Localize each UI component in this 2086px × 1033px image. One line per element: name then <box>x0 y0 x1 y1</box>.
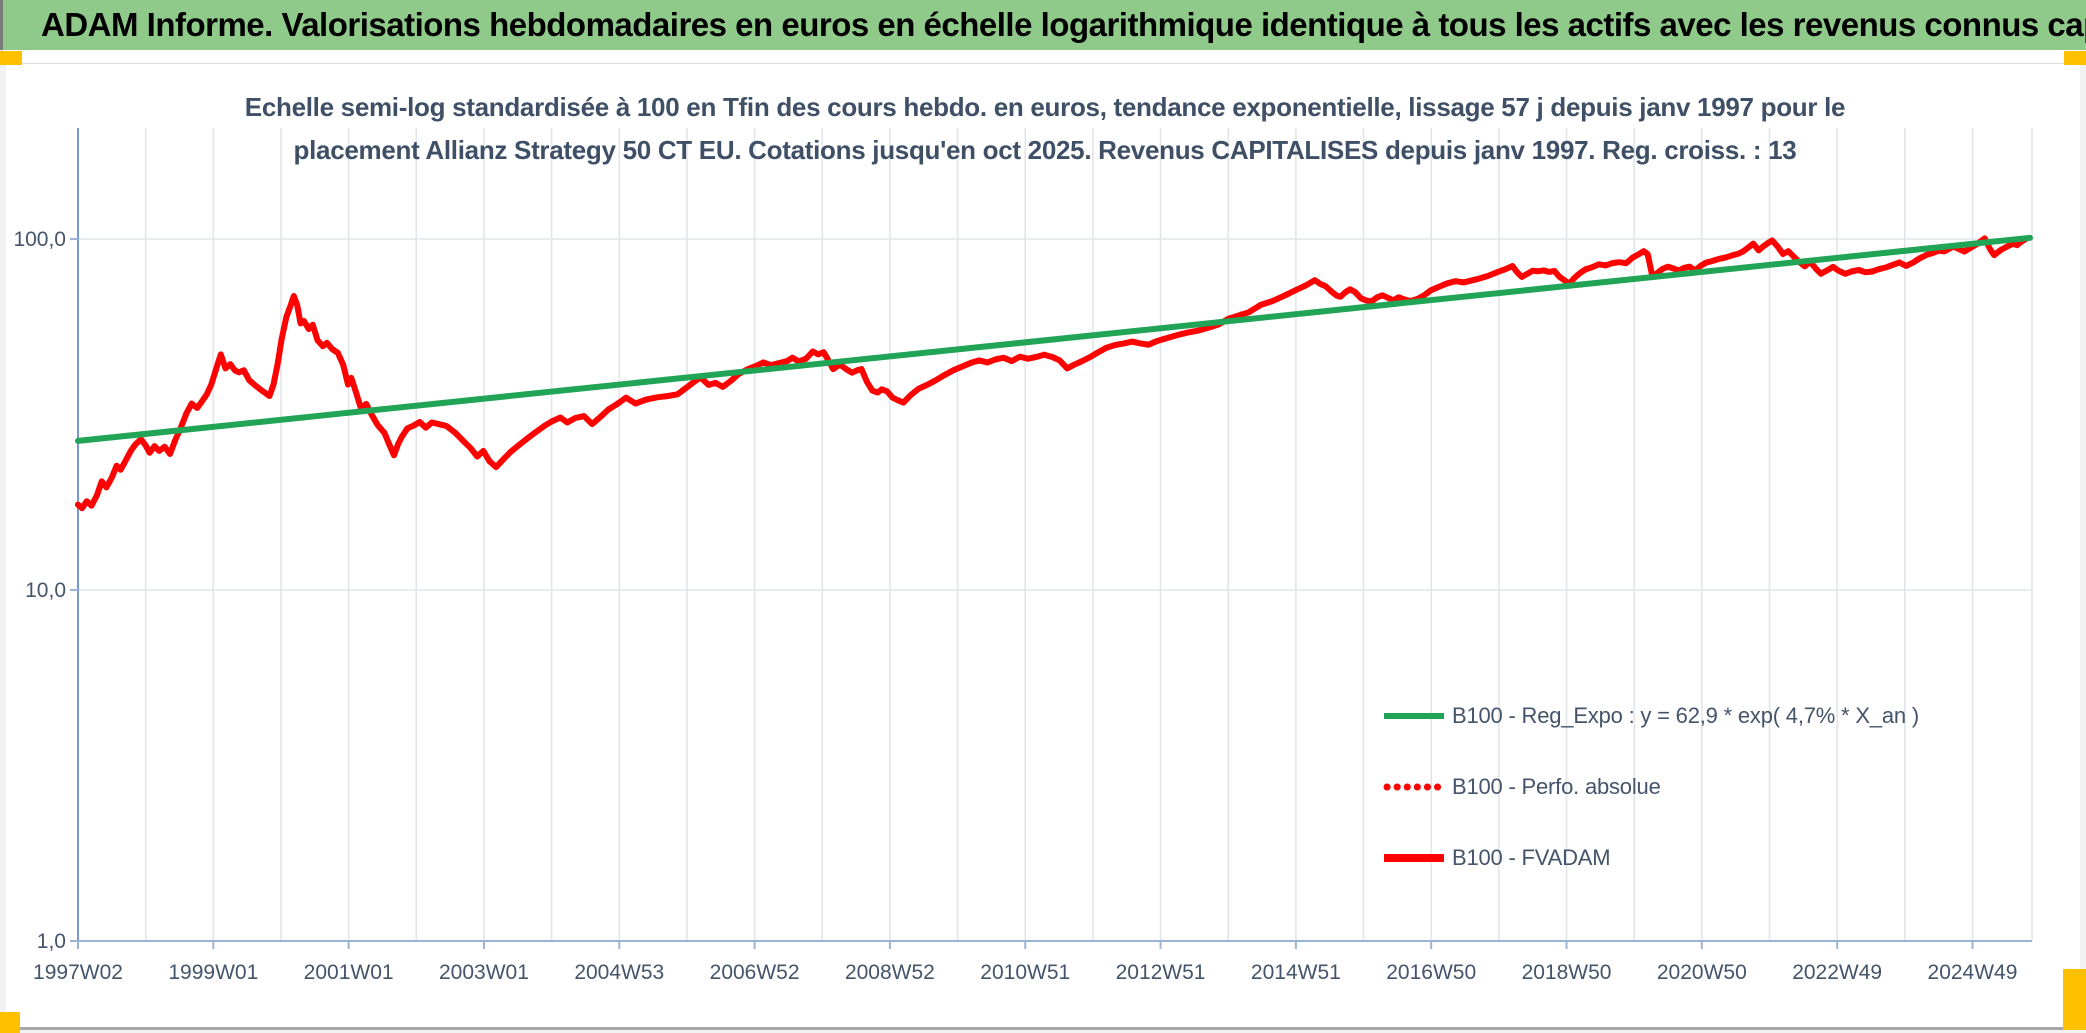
x-tick-label: 2004W53 <box>574 961 664 984</box>
x-tick-label: 2012W51 <box>1116 961 1206 984</box>
chart-title-line1: Echelle semi-log standardisée à 100 en T… <box>244 92 1846 122</box>
y-tick-label: 10,0 <box>25 579 66 602</box>
x-tick-label: 2014W51 <box>1251 961 1341 984</box>
legend-item-fvadam: B100 - FVADAM <box>1382 836 1919 880</box>
y-tick-label: 1,0 <box>37 930 66 953</box>
legend-marker-dotted-red-line <box>1383 783 1446 791</box>
x-tick-label: 2022W49 <box>1792 961 1882 984</box>
x-tick-label: 2010W51 <box>980 961 1070 984</box>
x-tick-label: 2016W50 <box>1386 961 1476 984</box>
series-reg_expo <box>75 234 2033 444</box>
legend-label: B100 - Reg_Expo : y = 62,9 * exp( 4,7% *… <box>1452 703 1919 728</box>
legend-label: B100 - FVADAM <box>1452 845 1611 870</box>
content-panel <box>6 50 2080 1030</box>
legend-item-reg-expo: B100 - Reg_Expo : y = 62,9 * exp( 4,7% *… <box>1382 694 1919 738</box>
x-tick-label: 2024W49 <box>1928 961 2018 984</box>
legend-label: B100 - Perfo. absolue <box>1452 774 1661 799</box>
x-tick-label: 2020W50 <box>1657 961 1747 984</box>
chart-title: Echelle semi-log standardisée à 100 en T… <box>180 86 1910 172</box>
x-tick-label: 2001W01 <box>304 961 394 984</box>
panel-bottom-divider <box>0 1027 2086 1030</box>
x-tick-label: 1997W02 <box>33 961 123 984</box>
corner-accent-bottom-right <box>2063 969 2086 1030</box>
x-tick-label: 2003W01 <box>439 961 529 984</box>
corner-accent-top-left <box>0 51 22 65</box>
series-fvadam <box>75 235 2029 512</box>
corner-accent-bottom-left <box>0 1012 20 1033</box>
x-tick-label: 2006W52 <box>710 961 800 984</box>
legend-marker-green-line <box>1384 713 1444 719</box>
legend-item-perfo-absolue: B100 - Perfo. absolue <box>1382 765 1919 809</box>
y-tick-label: 100,0 <box>13 228 66 251</box>
panel-top-divider <box>0 63 2086 64</box>
legend-marker-red-line <box>1384 854 1444 862</box>
x-tick-label: 2008W52 <box>845 961 935 984</box>
series-perfo_absolue <box>75 235 2029 512</box>
chart-title-line2: placement Allianz Strategy 50 CT EU. Cot… <box>293 135 1797 165</box>
title-bar: ADAM Informe. Valorisations hebdomadaire… <box>0 0 2086 50</box>
chart-legend: B100 - Reg_Expo : y = 62,9 * exp( 4,7% *… <box>1382 694 1919 880</box>
x-tick-label: 2018W50 <box>1522 961 1612 984</box>
corner-accent-top-right <box>2064 51 2086 65</box>
x-tick-label: 1999W01 <box>168 961 258 984</box>
page-title: ADAM Informe. Valorisations hebdomadaire… <box>41 6 2086 43</box>
